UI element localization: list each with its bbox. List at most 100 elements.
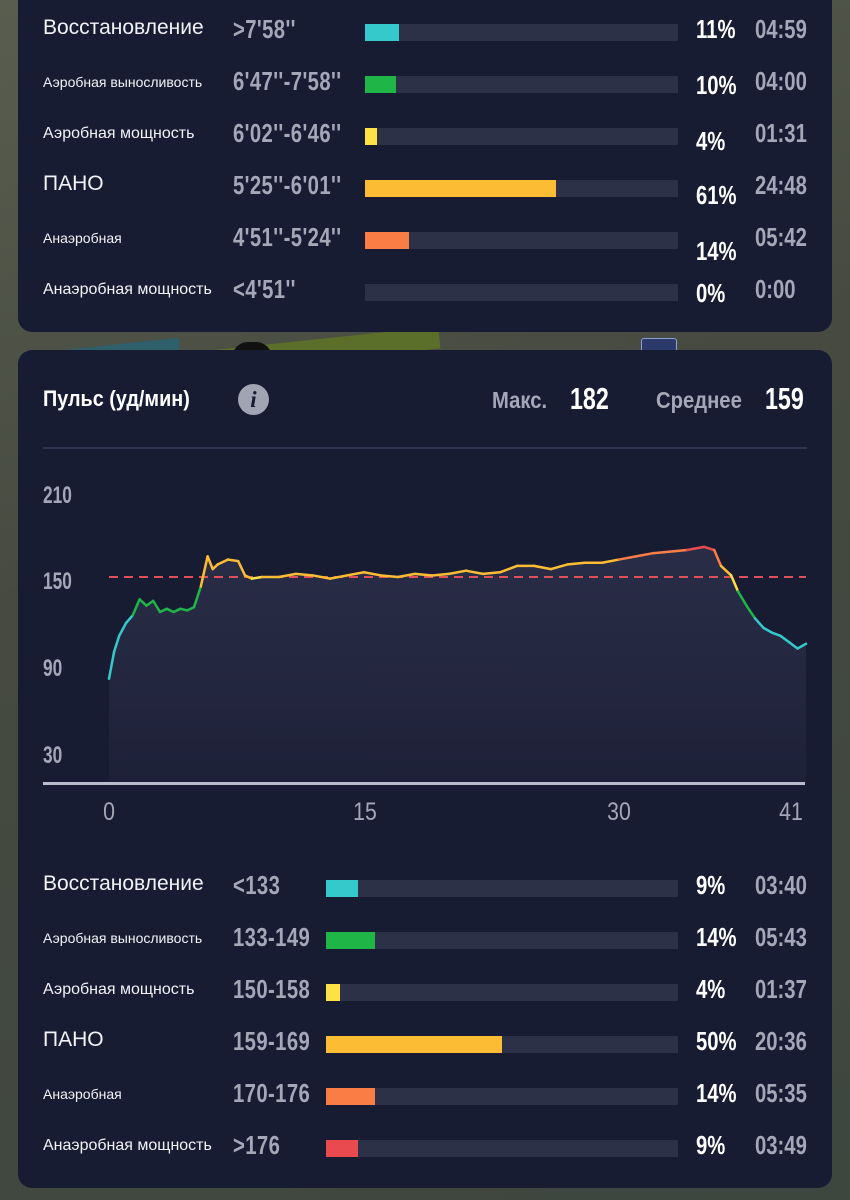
average-label: Среднее bbox=[656, 387, 742, 413]
zone-range: 4'51''-5'24'' bbox=[233, 222, 342, 252]
x-axis-tick-label: 41 bbox=[779, 798, 803, 826]
zone-time: 01:31 bbox=[755, 118, 807, 148]
zone-range: <4'51'' bbox=[233, 274, 296, 304]
zone-name: Аэробная выносливость bbox=[43, 930, 203, 946]
zone-progress-fill bbox=[365, 24, 399, 41]
y-axis-tick-label: 150 bbox=[43, 568, 72, 595]
zone-row: Аэробная мощность 6'02''-6'46'' 4% 01:31 bbox=[18, 116, 832, 156]
y-axis-tick-label: 30 bbox=[43, 742, 63, 769]
zone-range: 133-149 bbox=[233, 922, 311, 952]
heart-rate-chart: 210 150 90 30 bbox=[18, 450, 832, 830]
zone-range: 170-176 bbox=[233, 1078, 311, 1108]
zone-percent: 4% bbox=[696, 974, 726, 1004]
zone-progress-bar bbox=[326, 984, 678, 1001]
zone-range: <133 bbox=[233, 870, 281, 900]
zone-name: Аэробная мощность bbox=[43, 981, 195, 998]
zone-progress-fill bbox=[365, 180, 556, 197]
zone-range: 6'47''-7'58'' bbox=[233, 66, 342, 96]
zone-name: Анаэробная мощность bbox=[43, 1137, 212, 1154]
zone-name: Анаэробная bbox=[43, 230, 122, 246]
heart-rate-card: Пульс (уд/мин) i Макс. 182 Среднее 159 2… bbox=[18, 350, 832, 1188]
y-axis-tick-label: 210 bbox=[43, 482, 72, 509]
zone-time: 04:59 bbox=[755, 14, 807, 44]
zone-range: 150-158 bbox=[233, 974, 311, 1004]
x-axis-tick-label: 30 bbox=[607, 798, 631, 826]
zone-time: 05:35 bbox=[755, 1078, 807, 1108]
zone-row: Анаэробная 4'51''-5'24'' 14% 05:42 bbox=[18, 220, 832, 266]
zone-time: 04:00 bbox=[755, 66, 807, 96]
zone-name: Восстановление bbox=[43, 16, 204, 39]
zone-row: Анаэробная мощность >176 9% 03:49 bbox=[18, 1128, 832, 1168]
zone-progress-fill bbox=[326, 880, 358, 897]
zone-percent: 50% bbox=[696, 1026, 737, 1056]
zone-progress-fill bbox=[326, 1088, 375, 1105]
zone-progress-bar bbox=[365, 24, 678, 41]
zone-row: Аэробная мощность 150-158 4% 01:37 bbox=[18, 972, 832, 1012]
zone-percent: 0% bbox=[696, 278, 726, 308]
zone-percent: 9% bbox=[696, 1130, 726, 1160]
zone-range: 159-169 bbox=[233, 1026, 311, 1056]
zone-range: 5'25''-6'01'' bbox=[233, 170, 342, 200]
zone-row: Анаэробная мощность <4'51'' 0% 0:00 bbox=[18, 272, 832, 312]
zone-time: 05:43 bbox=[755, 922, 807, 952]
x-axis-tick-label: 15 bbox=[353, 798, 377, 826]
zone-time: 05:42 bbox=[755, 222, 807, 252]
info-icon[interactable]: i bbox=[238, 384, 269, 415]
heart-rate-line-chart bbox=[107, 545, 808, 782]
zone-row: ПАНО 5'25''-6'01'' 61% 24:48 bbox=[18, 168, 832, 210]
zone-row: Аэробная выносливость 6'47''-7'58'' 10% 04:… bbox=[18, 64, 832, 104]
zone-name: Анаэробная bbox=[43, 1086, 122, 1102]
zone-progress-fill bbox=[326, 984, 340, 1001]
zone-percent: 61% bbox=[696, 180, 737, 210]
zone-progress-fill bbox=[365, 76, 396, 93]
y-axis-tick-label: 90 bbox=[43, 655, 63, 682]
zone-progress-bar bbox=[326, 1140, 678, 1157]
header-divider bbox=[43, 447, 807, 449]
zone-row: Аэробная выносливость 133-149 14% 05:43 bbox=[18, 920, 832, 960]
pace-zones-card: Восстановление >7'58'' 11% 04:59 Аэробная вы… bbox=[18, 0, 832, 332]
max-label: Макс. bbox=[492, 387, 548, 413]
zone-progress-fill bbox=[326, 1140, 358, 1157]
zone-progress-bar bbox=[365, 128, 678, 145]
zone-progress-bar bbox=[365, 180, 678, 197]
x-axis-tick-label: 0 bbox=[103, 798, 115, 826]
zone-time: 01:37 bbox=[755, 974, 807, 1004]
zone-row: ПАНО 159-169 50% 20:36 bbox=[18, 1024, 832, 1064]
zone-progress-bar bbox=[365, 232, 678, 249]
zone-time: 03:40 bbox=[755, 870, 807, 900]
zone-percent: 4% bbox=[696, 126, 726, 156]
zone-time: 20:36 bbox=[755, 1026, 807, 1056]
zone-time: 24:48 bbox=[755, 170, 807, 200]
zone-name: ПАНО bbox=[43, 172, 104, 195]
zone-name: Восстановление bbox=[43, 872, 204, 895]
zone-name: Анаэробная мощность bbox=[43, 281, 212, 298]
zone-time: 0:00 bbox=[755, 274, 796, 304]
zone-percent: 11% bbox=[696, 14, 736, 44]
heart-rate-title: Пульс (уд/мин) bbox=[43, 386, 190, 411]
zone-percent: 14% bbox=[696, 922, 737, 952]
zone-range: >176 bbox=[233, 1130, 281, 1160]
zone-progress-bar bbox=[326, 880, 678, 897]
zone-name: ПАНО bbox=[43, 1028, 104, 1051]
zone-progress-bar bbox=[326, 1036, 678, 1053]
zone-row: Анаэробная 170-176 14% 05:35 bbox=[18, 1076, 832, 1116]
average-value: 159 bbox=[765, 381, 804, 416]
zone-row: Восстановление >7'58'' 11% 04:59 bbox=[18, 12, 832, 52]
zone-progress-bar bbox=[365, 76, 678, 93]
zone-range: 6'02''-6'46'' bbox=[233, 118, 342, 148]
zone-name: Аэробная мощность bbox=[43, 125, 195, 142]
zone-percent: 14% bbox=[696, 1078, 737, 1108]
zone-percent: 10% bbox=[696, 70, 737, 100]
zone-progress-bar bbox=[326, 1088, 678, 1105]
zone-progress-bar bbox=[326, 932, 678, 949]
zone-progress-fill bbox=[326, 1036, 502, 1053]
x-axis-line bbox=[43, 782, 805, 785]
zone-progress-fill bbox=[365, 128, 377, 145]
zone-progress-fill bbox=[365, 232, 409, 249]
zone-row: Восстановление <133 9% 03:40 bbox=[18, 868, 832, 908]
zone-progress-bar bbox=[365, 284, 678, 301]
zone-percent: 14% bbox=[696, 236, 737, 266]
zone-range: >7'58'' bbox=[233, 14, 296, 44]
zone-progress-fill bbox=[326, 932, 375, 949]
max-value: 182 bbox=[570, 381, 609, 416]
